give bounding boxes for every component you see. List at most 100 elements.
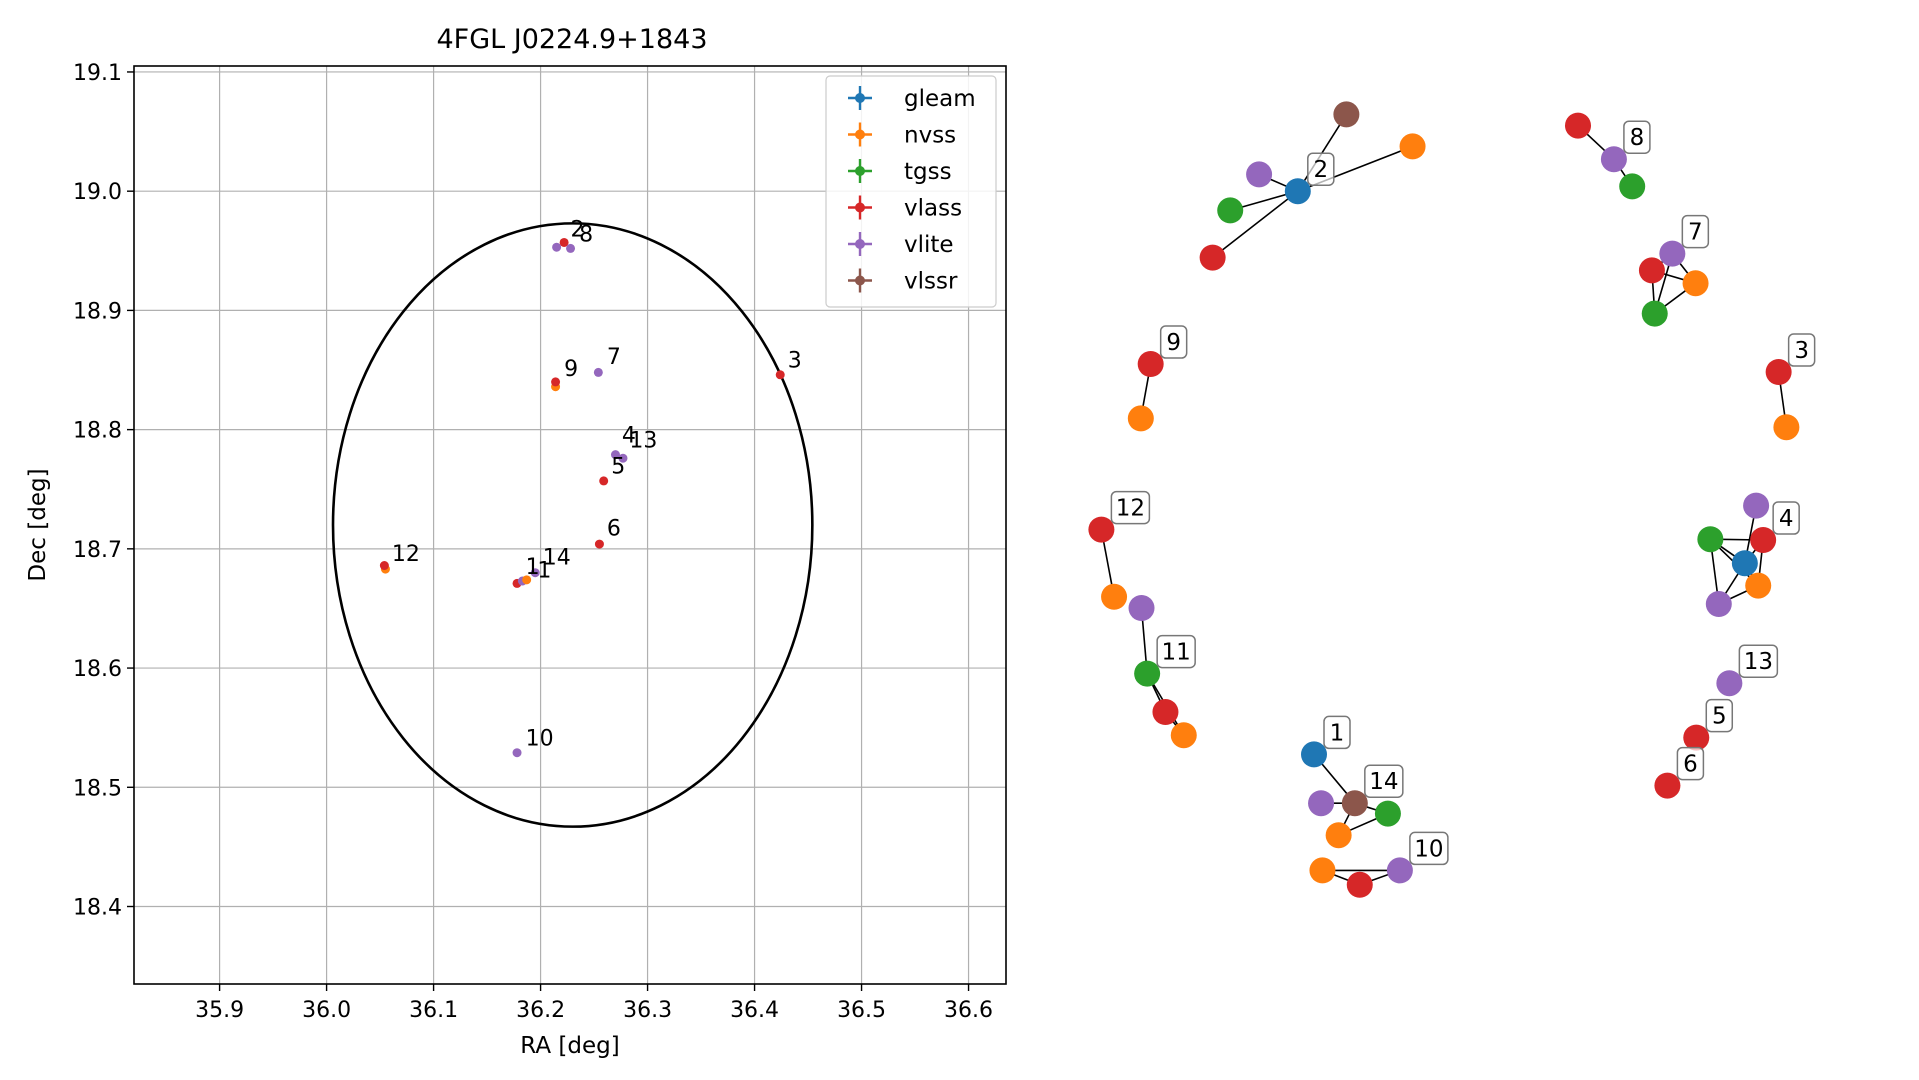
graph-node-label: 3 <box>1794 338 1809 364</box>
graph-node-label-box <box>1772 501 1800 535</box>
y-tick-label: 18.6 <box>73 657 122 682</box>
match-graph-panel: 2 8 7 9 3 4 12 11 13 56 1 14 10 <box>1088 101 1816 898</box>
legend-marker-dot <box>855 202 865 213</box>
graph-node-tgss <box>1619 173 1646 200</box>
graph-node-vlite <box>1600 146 1627 173</box>
graph-node-label: 13 <box>1744 649 1773 675</box>
graph-node-label-box <box>1676 746 1705 781</box>
axes-frame <box>133 65 1007 985</box>
graph-node-label: 6 <box>1683 752 1698 778</box>
x-axis-ticks: 35.9 36.0 36.1 36.2 36.3 36.4 36.5 36.6 <box>195 984 993 1023</box>
data-point-vlass <box>594 539 604 549</box>
y-tick-label: 18.4 <box>73 896 122 921</box>
graph-node-label-box <box>1364 764 1404 798</box>
graph-node-label: 1 <box>1330 720 1345 746</box>
graph-node-vlite <box>1743 492 1770 519</box>
legend-label: gleam <box>904 86 976 112</box>
graph-node-vlite <box>1308 790 1335 817</box>
graph-node-vlssr <box>1341 790 1368 817</box>
data-point-vlass <box>559 237 569 247</box>
graph-node-vlass <box>1750 527 1777 553</box>
data-point-vlite <box>512 748 522 758</box>
graph-node-label-box <box>1787 333 1816 367</box>
graph-node-label: 12 <box>1116 496 1145 522</box>
ellipse-layer <box>331 222 814 828</box>
x-tick-label: 36.5 <box>837 998 886 1023</box>
legend-marker-dot <box>855 129 865 140</box>
legend: gleam nvss tgss vlass vlite vlssr <box>825 75 997 308</box>
data-point-vlite <box>566 243 576 253</box>
legend-label: tgss <box>904 159 952 185</box>
graph-node-tgss <box>1217 197 1244 224</box>
graph-node-nvss <box>1682 270 1709 297</box>
graph-node-vlass <box>1088 516 1115 543</box>
point-label: 9 <box>564 357 578 382</box>
point-label: 7 <box>607 345 621 370</box>
data-point-vlite <box>530 568 540 578</box>
graph-node-vlass <box>1346 871 1373 898</box>
graph-node-vlite <box>1716 670 1743 697</box>
y-tick-label: 18.5 <box>73 776 122 801</box>
x-tick-label: 36.3 <box>623 998 672 1023</box>
graph-node-label-box <box>1681 214 1710 249</box>
point-label: 2 <box>571 217 585 242</box>
data-point-vlite <box>618 453 628 463</box>
grid-lines <box>134 66 1006 984</box>
point-label: 10 <box>526 727 554 752</box>
graph-node-nvss <box>1170 722 1197 749</box>
graph-node-label: 11 <box>1162 640 1191 666</box>
graph-node-tgss <box>1697 526 1724 553</box>
data-point-vlite <box>610 450 620 460</box>
graph-node-nvss <box>1309 857 1336 884</box>
graph-node-nvss <box>1745 572 1772 599</box>
graph-node-nvss <box>1773 414 1800 441</box>
y-axis-label: Dec [deg] <box>25 468 51 581</box>
point-label: 8 <box>579 222 593 247</box>
graph-node-label-box <box>1623 120 1651 154</box>
legend-label: vlssr <box>904 269 958 295</box>
data-point-vlass <box>379 561 389 571</box>
graph-node-vlass <box>1199 244 1226 271</box>
y-tick-label: 18.7 <box>73 538 122 563</box>
graph-node-labels: 2 8 7 9 3 4 12 11 13 56 1 14 10 <box>1110 120 1816 866</box>
x-tick-label: 36.0 <box>302 998 351 1023</box>
graph-node-vlite <box>1659 240 1686 267</box>
point-label: 14 <box>543 545 571 570</box>
y-tick-label: 19.1 <box>73 61 122 86</box>
graph-node-vlass <box>1683 724 1710 751</box>
graph-node-vlass <box>1565 112 1591 139</box>
graph-node-tgss <box>1374 800 1401 827</box>
graph-node-vlass <box>1152 699 1179 725</box>
graph-edge <box>1212 190 1299 259</box>
x-tick-label: 35.9 <box>195 998 244 1023</box>
legend-marker-dot <box>855 93 865 103</box>
legend-label: nvss <box>904 123 956 149</box>
chart-title: 4FGL J0224.9+1843 <box>436 24 707 55</box>
graph-node-label: 5 <box>1712 704 1727 730</box>
graph-node-label-box <box>1307 152 1335 186</box>
graph-node-vlite <box>1128 595 1155 621</box>
data-point-vlass <box>599 476 609 486</box>
point-label: 13 <box>629 429 657 454</box>
graph-node-label: 7 <box>1688 220 1703 246</box>
graph-node-label-box <box>1705 698 1734 733</box>
points-layer <box>379 237 785 758</box>
x-tick-label: 36.1 <box>409 998 458 1023</box>
graph-node-label-box <box>1159 325 1188 359</box>
graph-node-label-box <box>1156 634 1196 669</box>
graph-node-nvss <box>1127 405 1154 432</box>
graph-node-vlssr <box>1333 101 1360 128</box>
data-point-nvss <box>522 575 532 585</box>
x-axis-label: RA [deg] <box>520 1033 619 1059</box>
data-point-vlite <box>552 242 562 252</box>
x-tick-label: 36.6 <box>944 998 993 1023</box>
graph-node-label-box <box>1738 644 1779 678</box>
graph-node-nvss <box>1325 822 1352 849</box>
legend-marker-dot <box>855 239 865 249</box>
graph-node-gleam <box>1731 550 1758 577</box>
point-label: 3 <box>788 349 802 374</box>
x-tick-label: 36.4 <box>730 998 779 1023</box>
